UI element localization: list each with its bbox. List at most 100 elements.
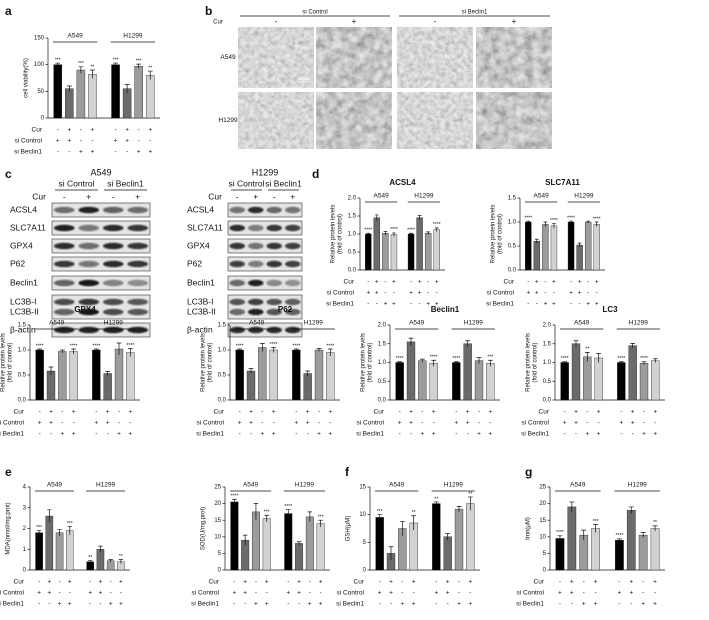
condition-name: si Control [337, 590, 365, 597]
condition-sign: + [629, 579, 633, 586]
blot-box [51, 322, 151, 338]
significance: **** [593, 216, 601, 222]
error-bar [552, 223, 556, 229]
condition-sign: + [119, 601, 123, 608]
cur-label: Cur [213, 20, 223, 26]
error-bar [124, 84, 130, 93]
condition-sign: - [553, 290, 555, 297]
error-bar [55, 62, 61, 67]
condition-sign: + [653, 431, 657, 438]
blot-band [284, 308, 301, 316]
condition-sign: + [308, 601, 312, 608]
bar [122, 88, 132, 119]
chart-title: SLC7A11 [545, 178, 580, 187]
y-tick-label: 10 [214, 534, 221, 540]
condition-sign: + [629, 590, 633, 597]
blot-band [102, 298, 124, 306]
group-label: H1299 [304, 320, 324, 327]
condition-name: Cur [374, 409, 385, 416]
group-label: A549 [249, 320, 265, 327]
condition-sign: - [80, 138, 82, 145]
error-bar [445, 533, 451, 541]
y-tick-label: 0.0 [508, 268, 517, 274]
condition-sign: + [488, 431, 492, 438]
condition-sign: + [68, 579, 72, 586]
panel-label: g [525, 465, 532, 479]
condition-sign: - [595, 590, 597, 597]
error-bar [577, 242, 582, 247]
blot-band [284, 298, 301, 306]
bar [591, 528, 600, 571]
error-bar [105, 371, 111, 376]
blot-band [266, 308, 283, 316]
significance: **** [617, 356, 625, 362]
significance: **** [230, 494, 238, 500]
condition-sign: + [238, 420, 242, 427]
condition-sign: - [68, 149, 70, 156]
protein-label: P62 [10, 258, 25, 268]
condition-sign: - [384, 290, 386, 297]
error-bar [584, 352, 590, 362]
significance: *** [593, 519, 599, 525]
blot-band [102, 224, 124, 232]
condition-sign: + [137, 149, 141, 156]
condition-sign: - [564, 409, 566, 416]
blot-band [102, 206, 124, 214]
condition-sign: + [49, 420, 53, 427]
condition-sign: - [618, 601, 620, 608]
blot-band [127, 279, 149, 287]
condition-sign: - [618, 579, 620, 586]
blot-band [247, 260, 264, 268]
blot-band [102, 326, 124, 334]
condition-sign: - [435, 601, 437, 608]
y-tick-label: 1 [23, 547, 27, 553]
blot-band [284, 206, 301, 214]
blot-band [229, 326, 246, 334]
blot-band [247, 326, 264, 334]
condition-name: Cur [354, 579, 365, 586]
bar [432, 503, 441, 571]
condition-sign: + [392, 279, 396, 286]
error-bar [616, 538, 622, 542]
y-axis-title: (fold of control) [338, 214, 344, 254]
significance: **** [430, 355, 438, 361]
bar [58, 351, 67, 401]
significance: *** [113, 57, 119, 63]
group-label: A549 [68, 33, 84, 40]
condition-sign: + [148, 149, 152, 156]
blot-band [53, 242, 75, 250]
condition-sign: + [378, 590, 382, 597]
condition-sign: + [319, 579, 323, 586]
bar [230, 501, 239, 571]
y-axis-title: Relative protein levels [491, 205, 497, 264]
y-tick-label: 0.5 [378, 379, 387, 385]
sign: - [434, 17, 437, 26]
y-tick-label: 20 [539, 501, 546, 507]
condition-sign: - [126, 149, 128, 156]
y-tick-label: 0.0 [218, 398, 227, 404]
condition-sign: - [320, 590, 322, 597]
bar [639, 363, 649, 401]
error-bar [90, 69, 95, 79]
y-tick-label: 0.0 [543, 398, 552, 404]
protein-label: P62 [187, 258, 202, 268]
condition-sign: + [432, 431, 436, 438]
condition-sign: + [306, 420, 310, 427]
y-tick-label: 1.5 [348, 214, 357, 220]
condition-name: Cur [539, 409, 550, 416]
condition-name: si Control [197, 420, 225, 427]
protein-label: SLC7A11 [10, 222, 46, 232]
condition-sign: + [243, 579, 247, 586]
condition-sign: + [91, 149, 95, 156]
blot-band [53, 279, 75, 287]
group-label: H1299 [628, 482, 648, 489]
y-tick-label: 1.5 [543, 341, 552, 347]
error-bar [569, 501, 575, 512]
bar [593, 224, 600, 271]
bar [382, 233, 389, 271]
panel-label: b [205, 4, 212, 18]
condition-sign: - [295, 409, 297, 416]
condition-sign: + [412, 601, 416, 608]
bar [375, 517, 384, 571]
bar [542, 224, 549, 271]
